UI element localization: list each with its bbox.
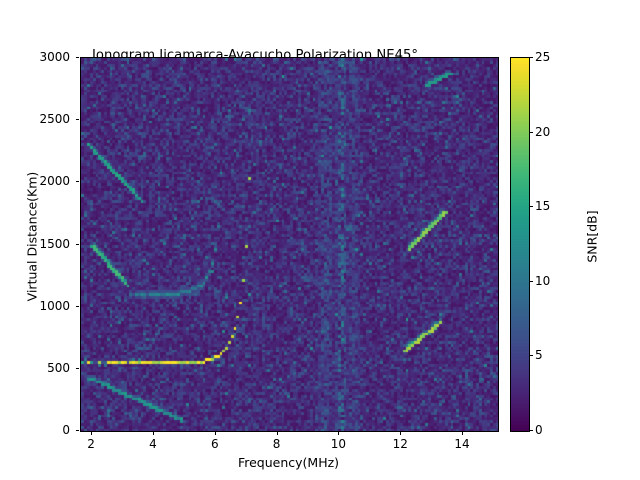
y-tick-mark [75,57,79,58]
colorbar-tick-mark [529,131,533,133]
x-tick-mark [276,431,278,435]
y-tick-mark [75,119,79,121]
x-tick-mark [400,431,402,435]
colorbar-tick-label: 15 [535,199,551,214]
y-tick-label: 2000 [39,174,70,189]
y-tick-label: 1500 [39,236,70,251]
x-tick-mark [91,431,93,435]
colorbar-tick-label: 0 [535,423,543,437]
ionogram-heatmap [81,58,498,431]
x-tick-label: 12 [392,437,408,451]
x-tick-mark [338,431,340,435]
y-tick-label: 1000 [39,298,70,313]
y-tick-label: 2500 [39,112,70,127]
colorbar-tick-mark [529,355,533,357]
ionogram-plot-area [80,57,499,432]
colorbar [510,57,530,432]
x-tick-mark [462,431,464,435]
x-tick-label: 10 [330,437,347,451]
y-tick-label: 0 [62,423,70,437]
x-axis-label: Frequency(MHz) [237,455,340,470]
x-tick-label: 4 [149,437,157,451]
x-tick-label: 6 [210,437,219,451]
x-tick-label: 8 [272,437,281,451]
colorbar-tick-label: 10 [535,273,551,288]
y-tick-mark [75,305,79,307]
y-axis-label: Virtual Distance(Km) [24,171,40,302]
colorbar-tick-mark [529,430,533,431]
y-tick-mark [75,243,79,245]
x-tick-label: 2 [87,437,95,451]
colorbar-tick-mark [529,280,533,282]
colorbar-tick-mark [529,57,533,58]
colorbar-tick-mark [529,206,533,208]
x-tick-label: 14 [454,437,470,451]
y-tick-mark [75,181,79,183]
colorbar-tick-label: 5 [535,348,543,363]
x-tick-mark [152,431,154,435]
colorbar-gradient [511,58,529,431]
x-tick-mark [214,431,216,435]
colorbar-tick-label: 25 [535,50,551,64]
y-tick-mark [75,430,79,431]
y-tick-label: 3000 [39,50,70,64]
y-tick-label: 500 [47,360,70,375]
y-tick-mark [75,367,79,369]
colorbar-tick-label: 20 [535,124,551,139]
colorbar-label: SNR[dB] [584,210,600,263]
